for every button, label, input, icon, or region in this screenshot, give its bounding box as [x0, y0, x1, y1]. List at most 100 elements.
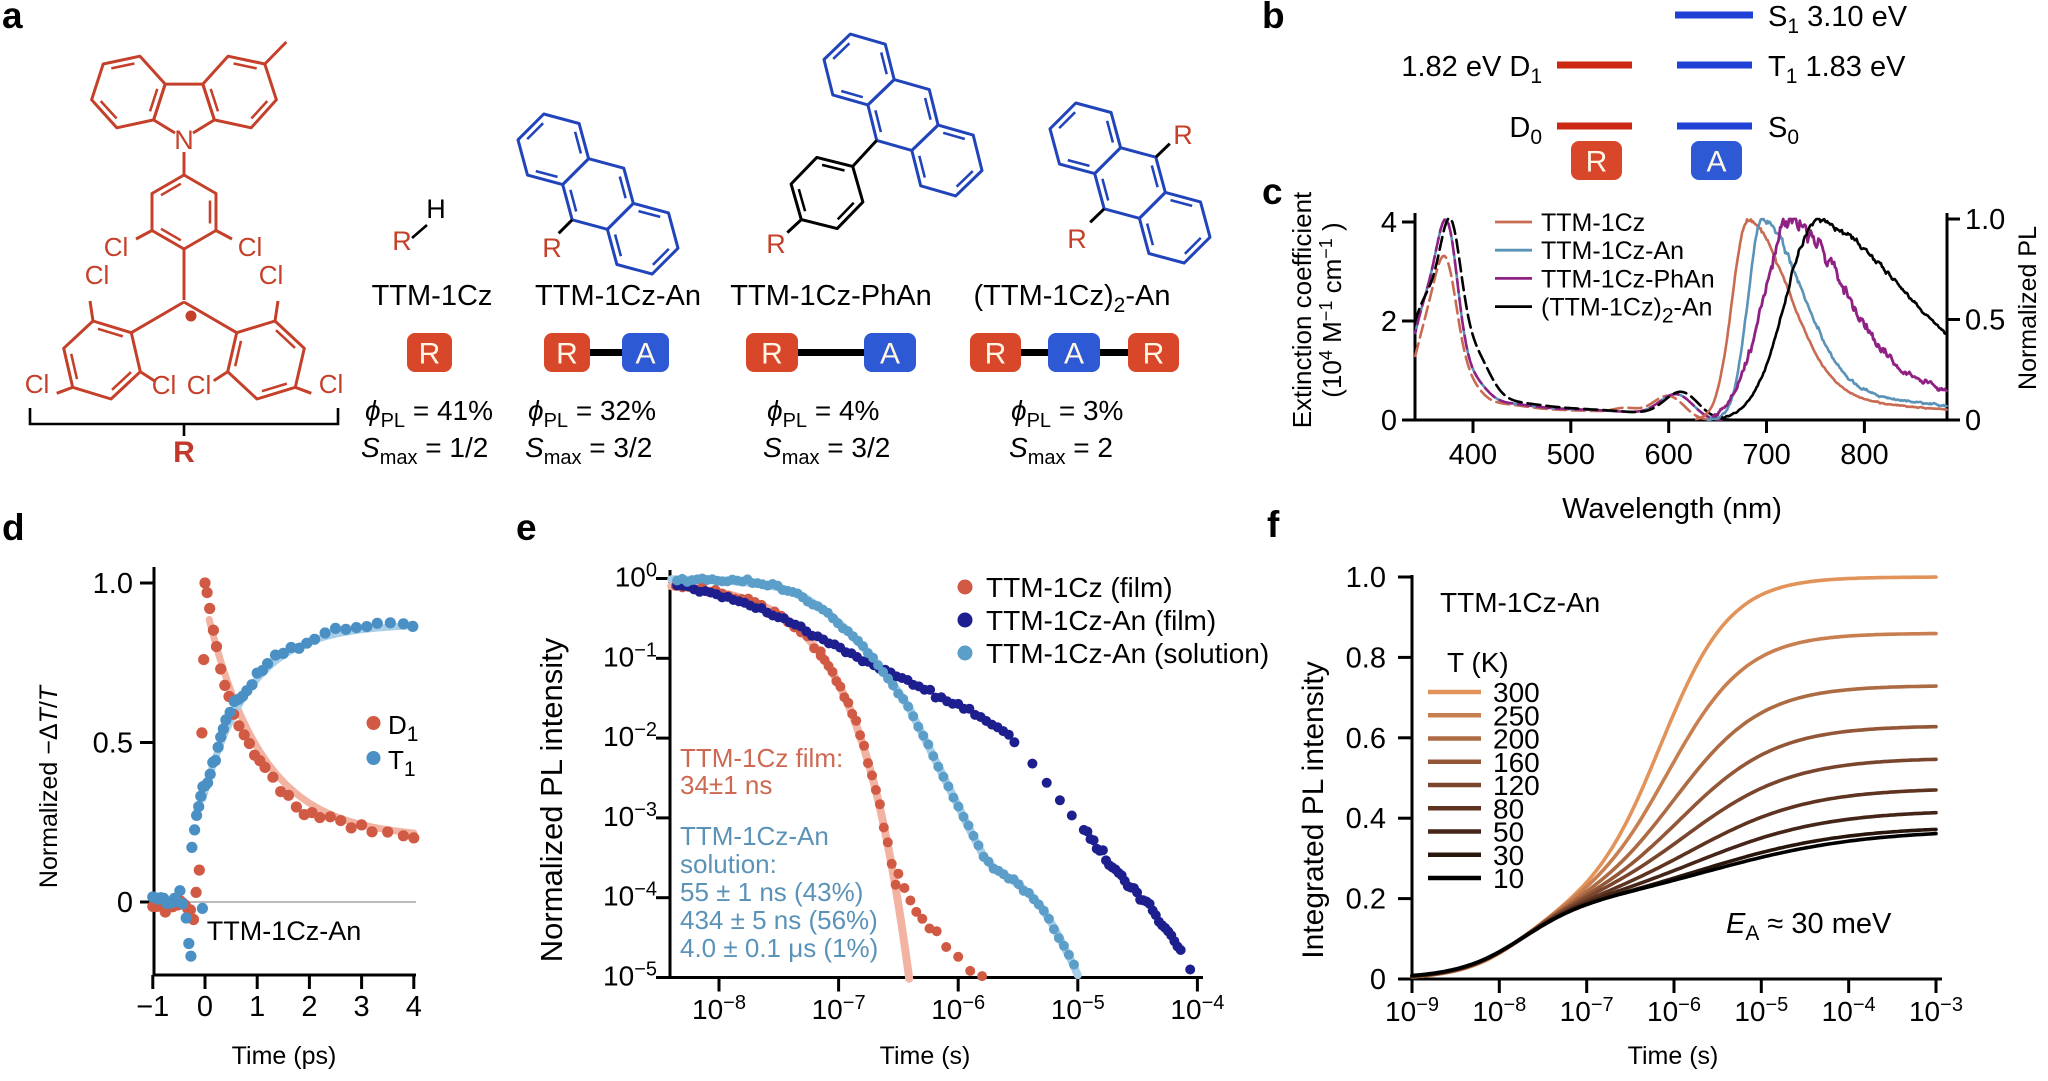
svg-text:S0: S0 [1768, 112, 1799, 149]
svg-text:S1 3.10 eV: S1 3.10 eV [1768, 1, 1908, 38]
svg-text:300: 300 [1493, 677, 1540, 708]
svg-text:R: R [1143, 338, 1165, 371]
svg-text:1: 1 [249, 991, 265, 1023]
svg-text:0.5: 0.5 [1965, 305, 2005, 337]
svg-text:R: R [761, 338, 783, 371]
svg-text:0: 0 [117, 887, 133, 919]
svg-text:A: A [635, 338, 655, 371]
svg-text:N: N [174, 125, 194, 155]
svg-text:160: 160 [1493, 747, 1540, 778]
svg-text:b: b [1262, 0, 1285, 36]
svg-text:d: d [2, 507, 25, 548]
svg-text:10−1: 10−1 [603, 639, 657, 672]
svg-text:TTM-1Cz (film): TTM-1Cz (film) [986, 572, 1173, 603]
svg-text:Cl: Cl [25, 369, 50, 399]
svg-text:R: R [173, 436, 195, 469]
svg-text:e: e [516, 507, 537, 548]
svg-text:−1: −1 [136, 991, 169, 1023]
svg-text:A: A [1064, 338, 1084, 371]
svg-text:4.0 ± 0.1 μs (1%): 4.0 ± 0.1 μs (1%) [680, 933, 878, 963]
svg-text:R: R [1586, 146, 1608, 179]
svg-text:H: H [426, 194, 446, 224]
svg-text:TTM-1Cz: TTM-1Cz [1541, 209, 1645, 237]
svg-text:c: c [1262, 171, 1283, 212]
svg-text:500: 500 [1547, 439, 1595, 471]
svg-text:R: R [419, 338, 441, 371]
svg-text:TTM-1Cz: TTM-1Cz [372, 280, 493, 312]
svg-text:solution:: solution: [680, 849, 777, 879]
svg-text:250: 250 [1493, 700, 1540, 731]
svg-text:200: 200 [1493, 724, 1540, 755]
svg-text:A: A [1706, 146, 1726, 179]
svg-text:434 ± 5 ns (56%): 434 ± 5 ns (56%) [680, 905, 878, 935]
svg-text:2: 2 [301, 991, 317, 1023]
svg-text:80: 80 [1493, 793, 1524, 824]
svg-text:TTM-1Cz-An: TTM-1Cz-An [1440, 587, 1600, 618]
svg-text:10−8: 10−8 [692, 992, 746, 1025]
svg-text:10−7: 10−7 [812, 992, 866, 1025]
svg-text:Cl: Cl [152, 370, 177, 400]
svg-text:Cl: Cl [187, 370, 212, 400]
svg-text:Smax = 3/2: Smax = 3/2 [525, 432, 652, 469]
svg-text:R: R [556, 338, 578, 371]
svg-text:800: 800 [1840, 439, 1888, 471]
svg-text:T (K): T (K) [1447, 647, 1509, 678]
svg-text:1.82 eV D1: 1.82 eV D1 [1401, 51, 1542, 88]
svg-text:Normalized PL intensity: Normalized PL intensity [534, 637, 569, 962]
svg-text:0: 0 [1370, 964, 1386, 996]
svg-text:400: 400 [1449, 439, 1497, 471]
svg-text:TTM-1Cz-PhAn: TTM-1Cz-PhAn [1541, 265, 1715, 293]
svg-text:0.5: 0.5 [93, 728, 133, 760]
svg-text:4: 4 [406, 991, 422, 1023]
svg-text:0.6: 0.6 [1346, 723, 1386, 755]
svg-text:ϕPL = 32%: ϕPL = 32% [528, 395, 656, 432]
svg-text:34±1 ns: 34±1 ns [680, 770, 772, 800]
svg-text:0.8: 0.8 [1346, 642, 1386, 674]
svg-text:50: 50 [1493, 817, 1524, 848]
svg-text:f: f [1267, 504, 1280, 545]
svg-text:Normalized PL: Normalized PL [2014, 226, 2042, 390]
svg-text:Normalized −ΔT/T: Normalized −ΔT/T [35, 684, 63, 888]
svg-text:Cl: Cl [104, 232, 129, 262]
svg-text:700: 700 [1742, 439, 1790, 471]
svg-text:10−4: 10−4 [603, 879, 657, 912]
svg-text:Cl: Cl [85, 260, 110, 290]
svg-text:ϕPL = 3%: ϕPL = 3% [1011, 395, 1123, 432]
svg-text:EA ≈ 30 meV: EA ≈ 30 meV [1726, 908, 1892, 945]
svg-text:TTM-1Cz-An (film): TTM-1Cz-An (film) [986, 605, 1216, 636]
svg-text:0.2: 0.2 [1346, 884, 1386, 916]
svg-text:TTM-1Cz-An: TTM-1Cz-An [535, 280, 701, 312]
svg-text:R: R [1173, 120, 1193, 150]
svg-text:Smax = 2: Smax = 2 [1009, 432, 1113, 469]
svg-text:R: R [985, 338, 1007, 371]
svg-text:10: 10 [1493, 863, 1524, 894]
svg-text:Time (s): Time (s) [880, 1042, 971, 1070]
svg-text:TTM-1Cz-An (solution): TTM-1Cz-An (solution) [986, 638, 1269, 669]
svg-text:0: 0 [1381, 405, 1397, 437]
svg-text:1.0: 1.0 [1346, 562, 1386, 594]
svg-text:120: 120 [1493, 770, 1540, 801]
svg-text:Cl: Cl [319, 369, 344, 399]
svg-text:Smax = 3/2: Smax = 3/2 [763, 432, 890, 469]
svg-text:Smax = 1/2: Smax = 1/2 [361, 432, 488, 469]
svg-text:0.4: 0.4 [1346, 803, 1386, 835]
svg-text:ϕPL = 4%: ϕPL = 4% [767, 395, 879, 432]
svg-text:a: a [2, 0, 23, 36]
svg-text:3: 3 [354, 991, 370, 1023]
svg-text:4: 4 [1381, 207, 1397, 239]
svg-text:0: 0 [197, 991, 213, 1023]
svg-text:TTM-1Cz-An: TTM-1Cz-An [207, 916, 362, 946]
svg-text:Extinction coefficient: Extinction coefficient [1287, 191, 1317, 428]
svg-text:(TTM-1Cz)2-An: (TTM-1Cz)2-An [974, 280, 1171, 317]
svg-text:Time (ps): Time (ps) [232, 1042, 337, 1070]
svg-text:2: 2 [1381, 306, 1397, 338]
svg-text:600: 600 [1645, 439, 1693, 471]
svg-text:TTM-1Cz-PhAn: TTM-1Cz-PhAn [730, 280, 931, 312]
svg-text:30: 30 [1493, 840, 1524, 871]
svg-text:0: 0 [1965, 405, 1981, 437]
svg-text:Time (s): Time (s) [1628, 1042, 1719, 1070]
svg-text:1.0: 1.0 [93, 568, 133, 600]
svg-text:1.0: 1.0 [1965, 204, 2005, 236]
svg-text:R: R [542, 233, 562, 263]
svg-text:55 ± 1 ns (43%): 55 ± 1 ns (43%) [680, 877, 863, 907]
